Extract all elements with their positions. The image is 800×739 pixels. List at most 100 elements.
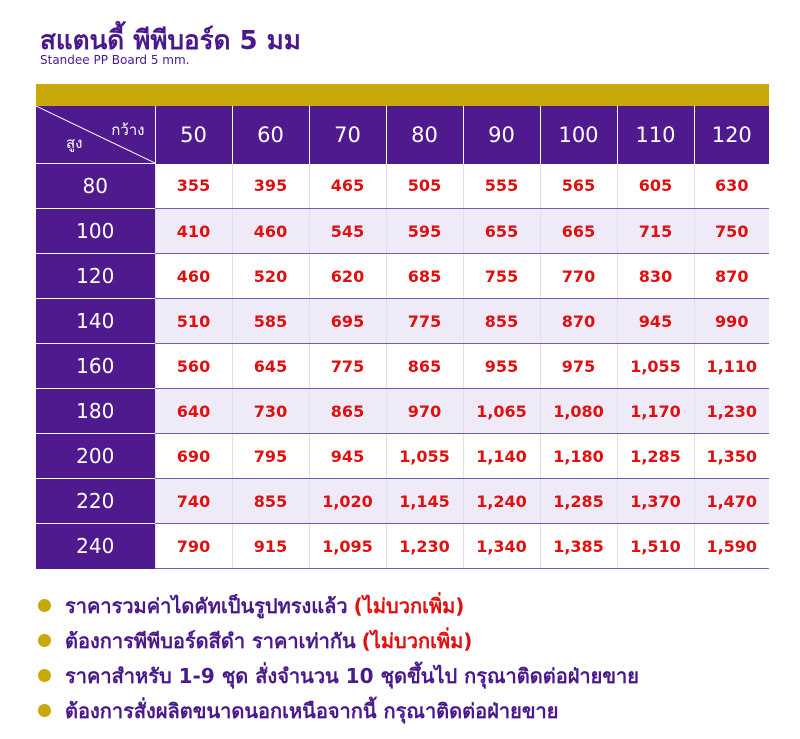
price-cell: 1,170: [616, 388, 694, 434]
price-cell: 560: [154, 343, 232, 389]
height-header-cell: 80: [36, 163, 155, 209]
price-cell: 585: [231, 298, 309, 344]
notes-list: ราคารวมค่าไดคัทเป็นรูปทรงแล้ว (ไม่บวกเพิ่…: [38, 588, 639, 728]
price-cell: 1,350: [693, 433, 769, 479]
price-cell: 355: [154, 163, 232, 209]
price-cell: 465: [308, 163, 386, 209]
height-header-cell: 100: [36, 208, 155, 254]
price-cell: 915: [231, 523, 309, 569]
price-cell: 955: [462, 343, 540, 389]
price-cell: 775: [308, 343, 386, 389]
price-cell: 690: [154, 433, 232, 479]
price-cell: 505: [385, 163, 463, 209]
note-extra: (ไม่บวกเพิ่ม): [353, 593, 465, 618]
height-axis-label: สูง: [66, 134, 83, 152]
table-row: 120 460 520 620 685 755 770 830 870: [36, 253, 769, 299]
note-item: ราคาสำหรับ 1-9 ชุด สั่งจำนวน 10 ชุดขึ้นไ…: [38, 658, 639, 693]
price-cell: 1,080: [539, 388, 617, 434]
width-header-cell: 60: [231, 106, 309, 164]
table-row: 80 355 395 465 505 555 565 605 630: [36, 163, 769, 209]
price-cell: 1,055: [385, 433, 463, 479]
height-header-cell: 220: [36, 478, 155, 524]
price-cell: 855: [231, 478, 309, 524]
price-cell: 945: [308, 433, 386, 479]
price-cell: 970: [385, 388, 463, 434]
table-row: 240 790 915 1,095 1,230 1,340 1,385 1,510 1,590: [36, 523, 769, 569]
height-header-cell: 160: [36, 343, 155, 389]
price-cell: 1,385: [539, 523, 617, 569]
width-header-row: กว้าง สูง 50 60 70 80 90 100 110 120: [36, 106, 769, 164]
price-cell: 990: [693, 298, 769, 344]
price-cell: 520: [231, 253, 309, 299]
price-cell: 1,095: [308, 523, 386, 569]
price-cell: 715: [616, 208, 694, 254]
price-cell: 1,340: [462, 523, 540, 569]
table-row: 180 640 730 865 970 1,065 1,080 1,170 1,230: [36, 388, 769, 434]
price-cell: 595: [385, 208, 463, 254]
price-cell: 1,590: [693, 523, 769, 569]
price-cell: 460: [154, 253, 232, 299]
note-extra: (ไม่บวกเพิ่ม): [361, 628, 473, 653]
width-header-cell: 100: [539, 106, 617, 164]
price-cell: 1,470: [693, 478, 769, 524]
price-cell: 795: [231, 433, 309, 479]
price-cell: 855: [462, 298, 540, 344]
price-cell: 630: [693, 163, 769, 209]
price-cell: 605: [616, 163, 694, 209]
width-header-cell: 90: [462, 106, 540, 164]
price-cell: 750: [693, 208, 769, 254]
table-row: 200 690 795 945 1,055 1,140 1,180 1,285 1,350: [36, 433, 769, 479]
price-cell: 1,140: [462, 433, 540, 479]
height-header-cell: 120: [36, 253, 155, 299]
price-cell: 695: [308, 298, 386, 344]
table-row: 140 510 585 695 775 855 870 945 990: [36, 298, 769, 344]
height-header-cell: 180: [36, 388, 155, 434]
price-cell: 1,110: [693, 343, 769, 389]
price-cell: 410: [154, 208, 232, 254]
note-item: ราคารวมค่าไดคัทเป็นรูปทรงแล้ว (ไม่บวกเพิ่…: [38, 588, 639, 623]
note-text: ต้องการสั่งผลิตขนาดนอกเหนือจากนี้ กรุณาต…: [65, 698, 559, 723]
height-header-cell: 200: [36, 433, 155, 479]
price-cell: 1,285: [539, 478, 617, 524]
price-cell: 790: [154, 523, 232, 569]
price-cell: 740: [154, 478, 232, 524]
table-row: 220 740 855 1,020 1,145 1,240 1,285 1,370 1,470: [36, 478, 769, 524]
price-cell: 1,055: [616, 343, 694, 389]
price-cell: 870: [693, 253, 769, 299]
price-cell: 755: [462, 253, 540, 299]
price-cell: 620: [308, 253, 386, 299]
price-cell: 945: [616, 298, 694, 344]
price-cell: 510: [154, 298, 232, 344]
price-cell: 1,230: [693, 388, 769, 434]
price-cell: 1,180: [539, 433, 617, 479]
bullet-icon: [38, 599, 51, 612]
page-subtitle: Standee PP Board 5 mm.: [40, 53, 190, 67]
width-header-cell: 110: [616, 106, 694, 164]
price-cell: 770: [539, 253, 617, 299]
price-cell: 685: [385, 253, 463, 299]
price-cell: 1,145: [385, 478, 463, 524]
price-cell: 555: [462, 163, 540, 209]
note-text: ราคาสำหรับ 1-9 ชุด สั่งจำนวน 10 ชุดขึ้นไ…: [65, 663, 640, 688]
price-cell: 865: [308, 388, 386, 434]
price-cell: 655: [462, 208, 540, 254]
price-cell: 975: [539, 343, 617, 389]
table-row: 100 410 460 545 595 655 665 715 750: [36, 208, 769, 254]
price-cell: 865: [385, 343, 463, 389]
price-cell: 775: [385, 298, 463, 344]
note-item: ต้องการสั่งผลิตขนาดนอกเหนือจากนี้ กรุณาต…: [38, 693, 639, 728]
price-cell: 1,370: [616, 478, 694, 524]
width-header-cell: 70: [308, 106, 386, 164]
price-cell: 665: [539, 208, 617, 254]
width-header-cell: 80: [385, 106, 463, 164]
price-table: กว้าง สูง 50 60 70 80 90 100 110 120 80 3…: [36, 106, 769, 569]
price-cell: 545: [308, 208, 386, 254]
note-text: ราคารวมค่าไดคัทเป็นรูปทรงแล้ว: [65, 593, 348, 618]
price-cell: 1,065: [462, 388, 540, 434]
price-cell: 830: [616, 253, 694, 299]
diagonal-divider: [36, 106, 155, 163]
note-item: ต้องการพีพีบอร์ดสีดำ ราคาเท่ากัน (ไม่บวกเ…: [38, 623, 639, 658]
table-corner-cell: กว้าง สูง: [36, 106, 155, 164]
price-cell: 460: [231, 208, 309, 254]
note-text: ต้องการพีพีบอร์ดสีดำ ราคาเท่ากัน: [65, 628, 356, 653]
